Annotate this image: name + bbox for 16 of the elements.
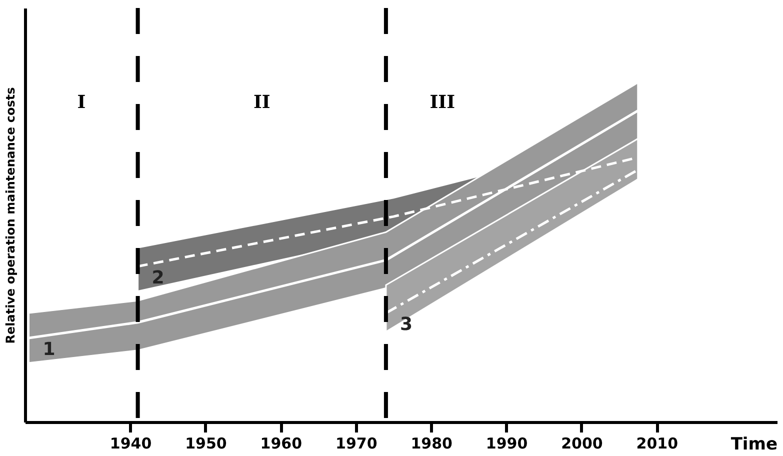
annotation: I	[77, 92, 86, 114]
y-axis-title: Relative operation maintenance costs	[4, 87, 18, 344]
x-axis-title: Time	[730, 434, 778, 454]
series-label: 3	[400, 314, 412, 336]
x-tick-label: 1980	[410, 434, 452, 452]
x-tick-label: 1990	[486, 434, 528, 452]
x-tick-label: 1950	[185, 434, 227, 452]
annotation: II	[253, 92, 270, 114]
x-tick-label: 1940	[110, 434, 152, 452]
x-tick-label: 2000	[561, 434, 603, 452]
annotation: III	[430, 92, 455, 114]
x-tick-label: 1970	[336, 434, 378, 452]
x-tick-label: 1960	[260, 434, 302, 452]
x-tick-label: 2010	[636, 434, 678, 452]
series-label: 2	[152, 267, 164, 288]
series-label: 1	[42, 338, 56, 360]
